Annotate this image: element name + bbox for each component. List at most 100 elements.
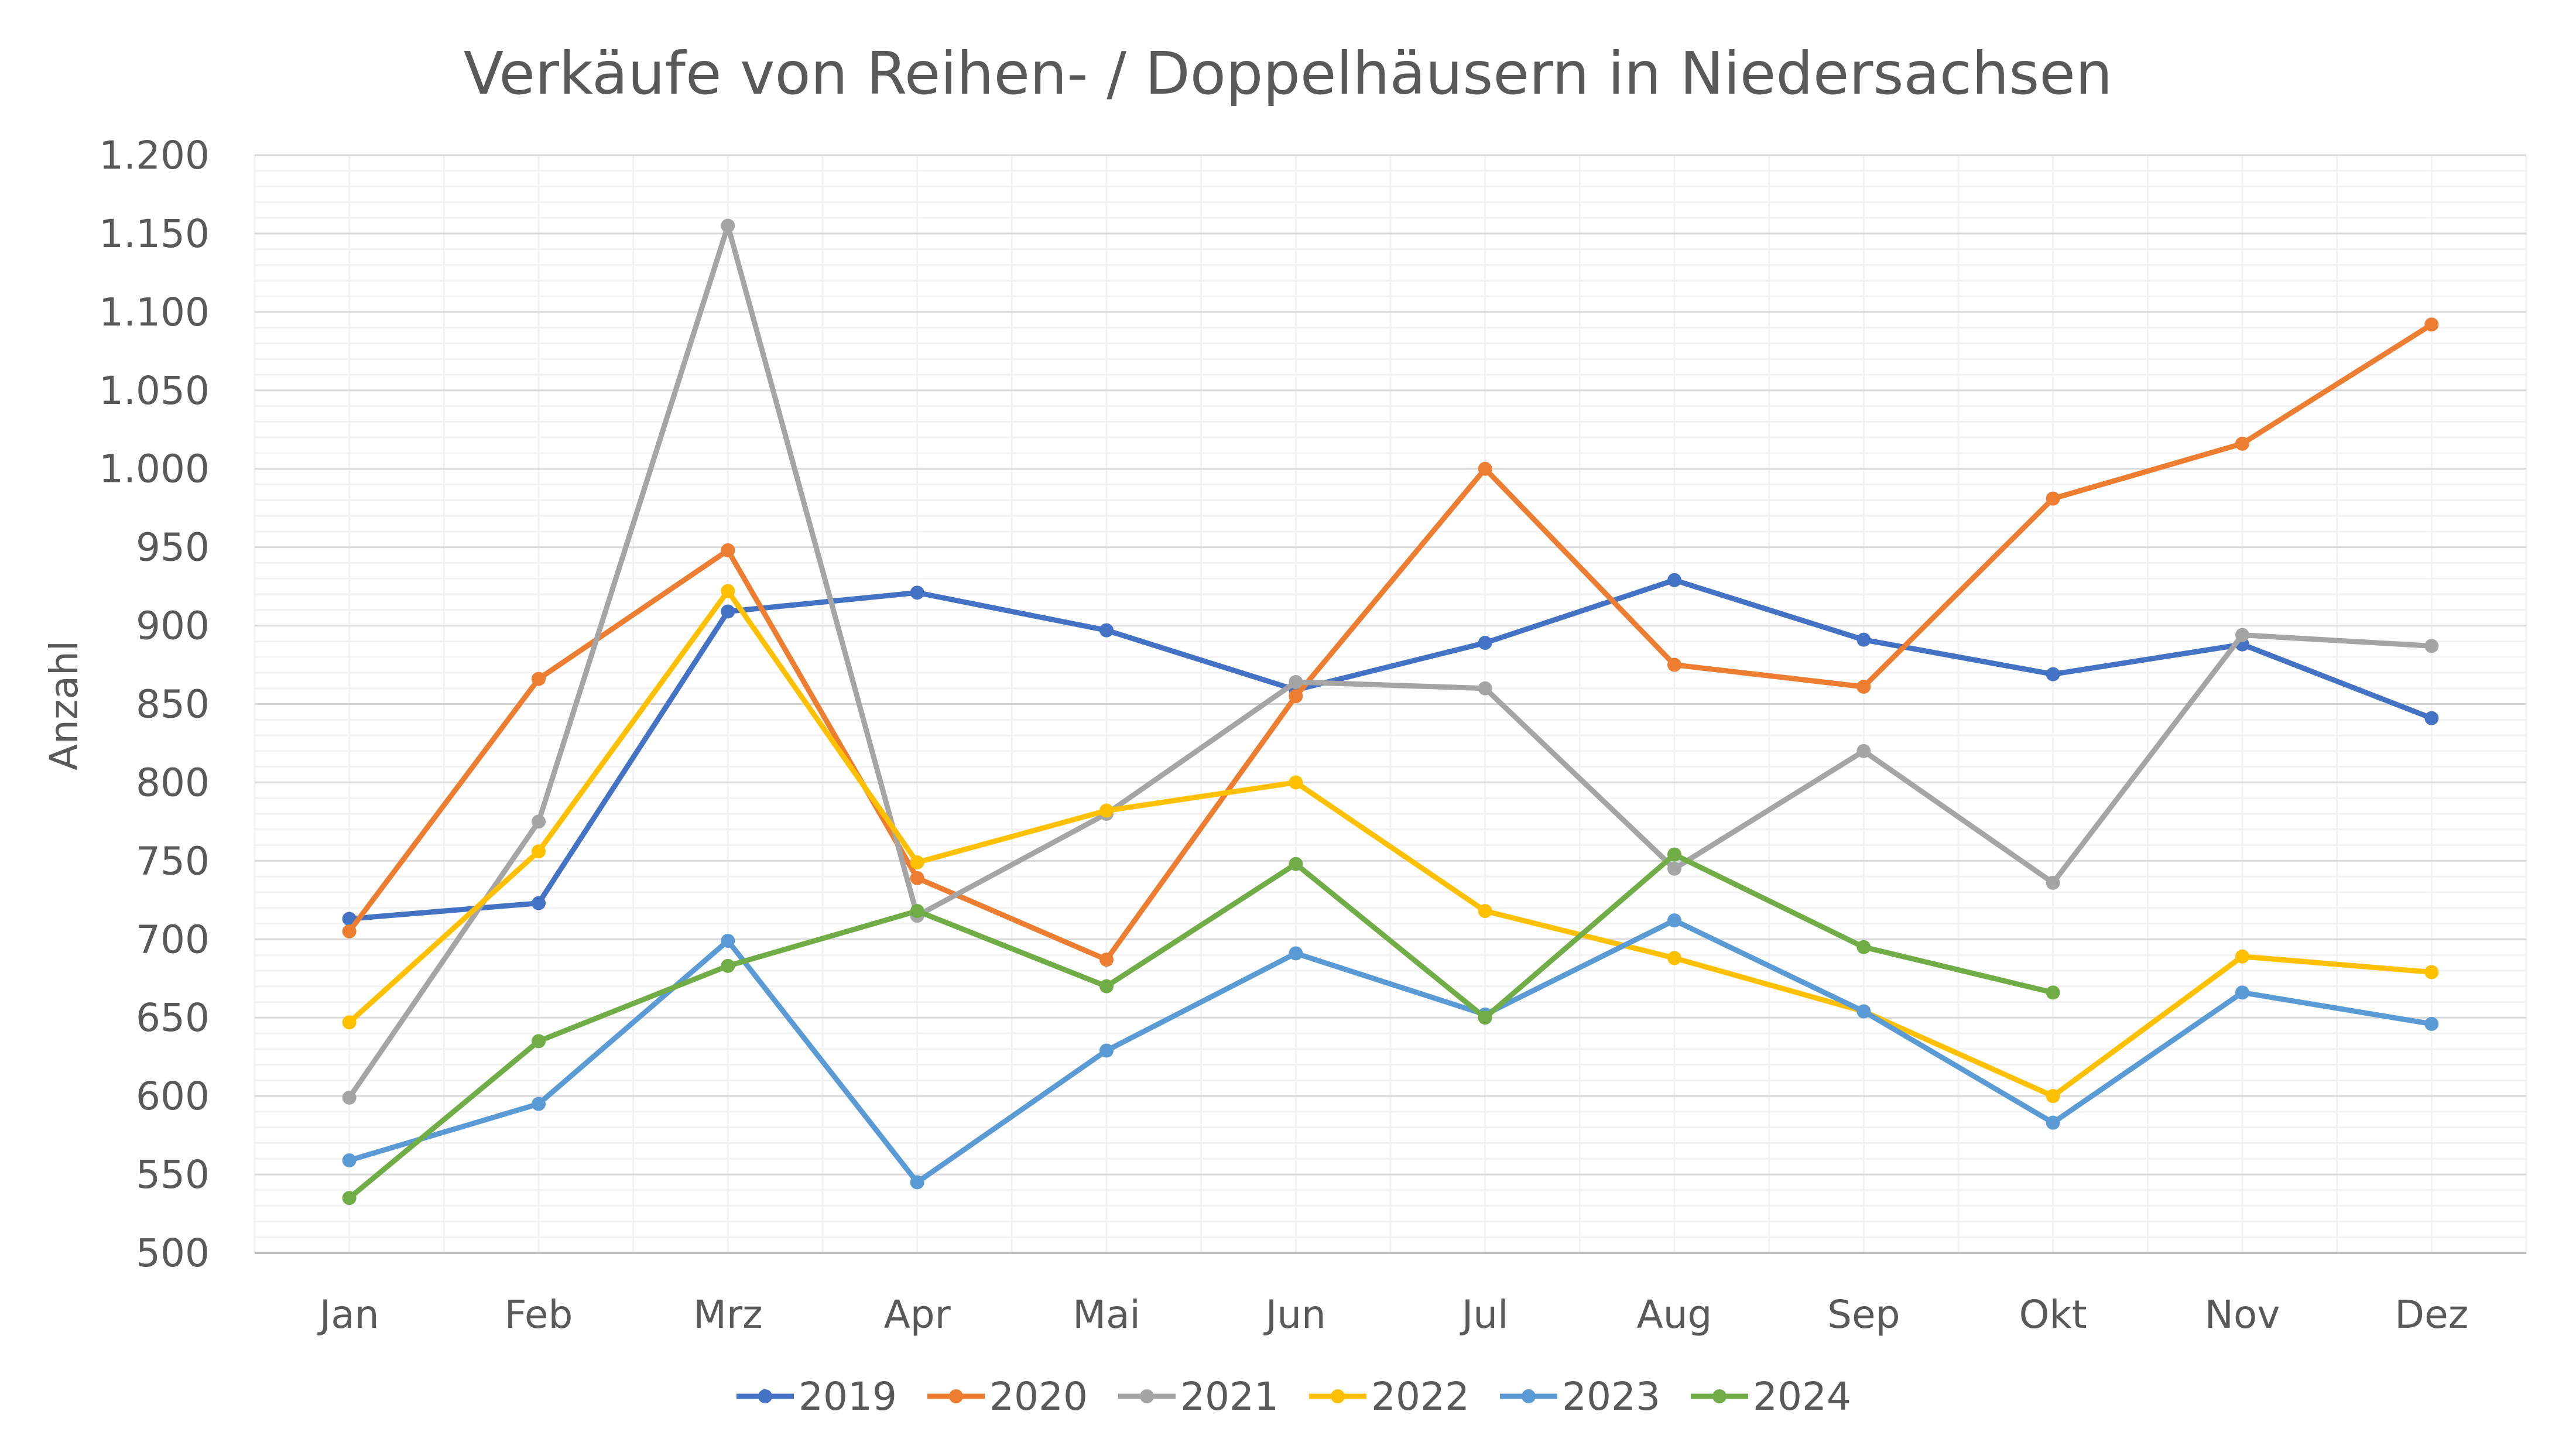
data-point [532,672,546,686]
legend-label: 2021 [1180,1374,1279,1419]
series-line-2023 [347,917,2434,1185]
x-tick-label: Jan [317,1292,379,1337]
series-line-2021 [347,223,2434,1101]
data-point [532,814,546,829]
data-point [1478,636,1492,650]
series-2019 [342,573,2439,926]
legend: 2019 2020 2021 2022 2023 2024 [737,1374,1851,1419]
y-tick-label: 550 [136,1152,210,1197]
data-point [532,896,546,910]
data-point [2424,711,2439,725]
x-tick-label: Apr [884,1292,951,1337]
x-tick-label: Nov [2205,1292,2280,1337]
chart-title: Verkäufe von Reihen- / Doppelhäusern in … [464,39,2113,108]
data-point [2046,1089,2060,1104]
y-axis-label: Anzahl [42,640,87,770]
data-point [1289,857,1303,871]
legend-item-2024: 2024 [1691,1374,1851,1419]
y-tick-label: 950 [136,525,210,570]
data-point [910,1175,924,1190]
data-point [342,924,357,938]
data-point [1289,946,1303,961]
data-point [1099,803,1114,818]
x-tick-label: Mrz [693,1292,763,1337]
series-2023 [342,913,2439,1190]
data-point [342,1153,357,1167]
legend-marker [949,1389,963,1403]
data-point [2424,1016,2439,1031]
legend-label: 2023 [1562,1374,1660,1419]
data-point [342,1191,357,1205]
data-point [1478,904,1492,919]
y-tick-label: 700 [136,917,210,962]
data-point [1856,1004,1871,1019]
y-tick-label: 500 [136,1231,210,1276]
data-point [342,1090,357,1105]
data-point [1099,979,1114,994]
data-point [1289,689,1303,704]
data-point [1099,1043,1114,1058]
x-tick-label: Aug [1637,1292,1712,1337]
data-point [2235,949,2249,964]
legend-item-2022: 2022 [1309,1374,1469,1419]
data-point [532,1034,546,1049]
data-point [721,933,735,948]
data-point [2235,985,2249,1000]
x-tick-label: Feb [505,1292,573,1337]
data-point [1856,744,1871,758]
legend-label: 2020 [989,1374,1088,1419]
series-line-2024 [347,852,2056,1201]
series-2021 [342,218,2439,1105]
series-line-2019 [347,577,2434,922]
legend-item-2021: 2021 [1118,1374,1279,1419]
data-point [1289,775,1303,790]
data-point [910,585,924,600]
y-tick-label: 650 [136,995,210,1040]
data-point [1856,940,1871,954]
legend-marker [1140,1389,1154,1403]
y-tick-label: 800 [136,760,210,805]
y-tick-label: 850 [136,682,210,727]
legend-item-2023: 2023 [1500,1374,1660,1419]
y-tick-label: 1.100 [99,290,210,335]
data-point [1478,681,1492,696]
data-point [2046,491,2060,506]
data-point [1856,680,1871,694]
y-axis-ticks: 500 550 600 650 700 750 800 850 900 950 1.000 1.050… [99,133,210,1276]
series-layer [342,218,2439,1205]
data-point [2046,985,2060,1000]
data-point [1667,573,1681,587]
data-point [1667,847,1681,862]
x-tick-label: Dez [2395,1292,2468,1337]
y-tick-label: 900 [136,604,210,649]
data-point [2235,436,2249,451]
y-tick-label: 1.200 [99,133,210,178]
series-line-2020 [347,321,2434,962]
x-tick-label: Jul [1460,1292,1509,1337]
series-2020 [342,317,2439,967]
data-point [721,584,735,598]
legend-marker [758,1389,772,1403]
data-point [1478,461,1492,476]
legend-label: 2022 [1371,1374,1469,1419]
data-point [721,218,735,233]
y-tick-label: 1.050 [99,368,210,413]
data-point [2424,965,2439,979]
data-point [2424,317,2439,332]
data-point [2046,667,2060,681]
data-point [342,1015,357,1030]
legend-marker [1522,1389,1536,1403]
x-tick-label: Okt [2019,1292,2087,1337]
data-point [721,604,735,619]
legend-label: 2019 [799,1374,897,1419]
y-tick-label: 1.150 [99,211,210,256]
data-point [1667,657,1681,672]
x-tick-label: Mai [1073,1292,1140,1337]
legend-marker [1712,1389,1727,1403]
legend-item-2019: 2019 [737,1374,897,1419]
x-axis-ticks: Jan Feb Mrz Apr Mai Jun Jul Aug Sep Okt Nov Dez [317,1292,2469,1337]
data-point [910,855,924,870]
data-point [2046,1115,2060,1130]
x-tick-label: Sep [1827,1292,1900,1337]
